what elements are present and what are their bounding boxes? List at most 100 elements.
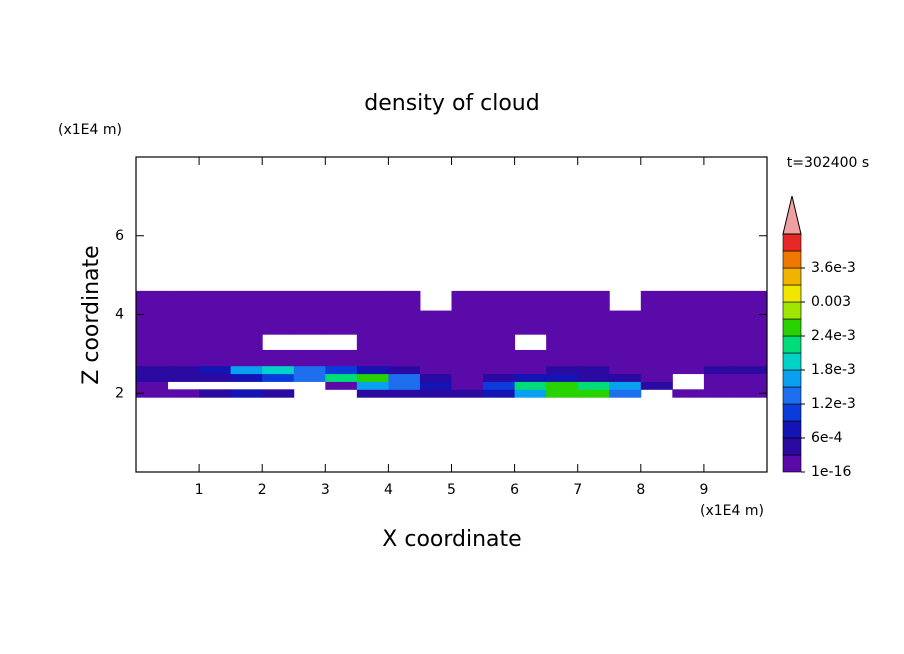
field-cell	[483, 389, 516, 398]
field-cell	[199, 349, 232, 367]
field-cell	[546, 334, 579, 351]
field-cell	[735, 349, 768, 367]
field-cell	[136, 373, 169, 382]
colorbar-tick-label: 1.2e-3	[811, 396, 856, 412]
field-cell	[262, 373, 295, 382]
field-cell	[703, 334, 736, 351]
field-cell	[672, 365, 705, 375]
field-cell	[514, 365, 547, 375]
field-cell	[230, 365, 263, 375]
field-cell	[577, 334, 610, 351]
field-cell	[356, 389, 389, 398]
chart-title: density of cloud	[364, 91, 539, 116]
field-cell	[451, 334, 484, 351]
field-cell	[735, 365, 768, 375]
field-cell	[609, 349, 642, 367]
field-cell	[293, 373, 326, 382]
field-cell	[199, 334, 232, 351]
colorbar-band	[782, 403, 802, 422]
colorbar-tick-label: 2.4e-3	[811, 328, 856, 344]
colorbar-band	[782, 250, 802, 269]
field-cell	[577, 365, 610, 375]
field-cell	[262, 389, 295, 398]
field-cell	[167, 290, 200, 312]
field-cell	[293, 310, 326, 335]
field-cell	[703, 349, 736, 367]
field-cell	[167, 349, 200, 367]
field-cell	[451, 290, 484, 312]
field-cell	[483, 310, 516, 335]
field-cell	[640, 349, 673, 367]
field-cell	[609, 334, 642, 351]
y-unit: (x1E4 m)	[58, 122, 122, 138]
field-cell	[451, 365, 484, 375]
field-cell	[293, 365, 326, 375]
field-cell	[451, 373, 484, 382]
field-cell	[577, 349, 610, 367]
field-cell	[230, 349, 263, 367]
field-cell	[356, 310, 389, 335]
x-tick-label: 2	[258, 482, 267, 498]
x-tick-label: 4	[384, 482, 393, 498]
field-cell	[735, 381, 768, 390]
field-cell	[388, 373, 421, 382]
field-cell	[167, 334, 200, 351]
colorbar-band	[782, 454, 802, 473]
field-cell	[514, 349, 547, 367]
colorbar-band	[782, 267, 802, 286]
field-cell	[640, 290, 673, 312]
field-cell	[546, 389, 579, 398]
colorbar-band	[782, 233, 802, 252]
field-cell	[262, 290, 295, 312]
field-cell	[546, 349, 579, 367]
field-cell	[262, 310, 295, 335]
field-cell	[640, 381, 673, 390]
field-cell	[356, 349, 389, 367]
field-cell	[388, 334, 421, 351]
field-cell	[388, 310, 421, 335]
field-cell	[703, 381, 736, 390]
field-cell	[356, 381, 389, 390]
field-cell	[199, 310, 232, 335]
field-cell	[136, 381, 169, 390]
field-cell	[672, 349, 705, 367]
x-tick-label: 8	[636, 482, 645, 498]
field-cell	[199, 373, 232, 382]
field-cell	[356, 334, 389, 351]
field-cell	[483, 290, 516, 312]
field-cell	[388, 381, 421, 390]
field-cell	[230, 334, 263, 351]
field-cell	[703, 365, 736, 375]
field-cell	[325, 349, 358, 367]
field-cell	[262, 349, 295, 367]
field-cell	[136, 365, 169, 375]
field-cell	[388, 349, 421, 367]
field-cell	[735, 389, 768, 398]
y-axis-label: Z coordinate	[79, 245, 104, 384]
y-tick-label: 4	[115, 307, 124, 323]
field-cell	[356, 373, 389, 382]
field-cell	[640, 334, 673, 351]
field-cell	[483, 349, 516, 367]
field-cell	[483, 365, 516, 375]
field-cell	[325, 310, 358, 335]
field-cell	[672, 389, 705, 398]
field-cell	[672, 290, 705, 312]
field-cell	[230, 389, 263, 398]
field-cell	[325, 365, 358, 375]
field-cell	[325, 290, 358, 312]
field-cell	[199, 365, 232, 375]
x-tick-label: 3	[321, 482, 330, 498]
field-cell	[451, 349, 484, 367]
field-cell	[419, 334, 452, 351]
field-cell	[167, 389, 200, 398]
field-cell	[514, 310, 547, 335]
field-cell	[136, 389, 169, 398]
field-cell	[577, 310, 610, 335]
field-cell	[609, 389, 642, 398]
x-tick-label: 1	[195, 482, 204, 498]
field-cell	[514, 389, 547, 398]
field-cell	[388, 389, 421, 398]
colorbar-band	[782, 301, 802, 320]
